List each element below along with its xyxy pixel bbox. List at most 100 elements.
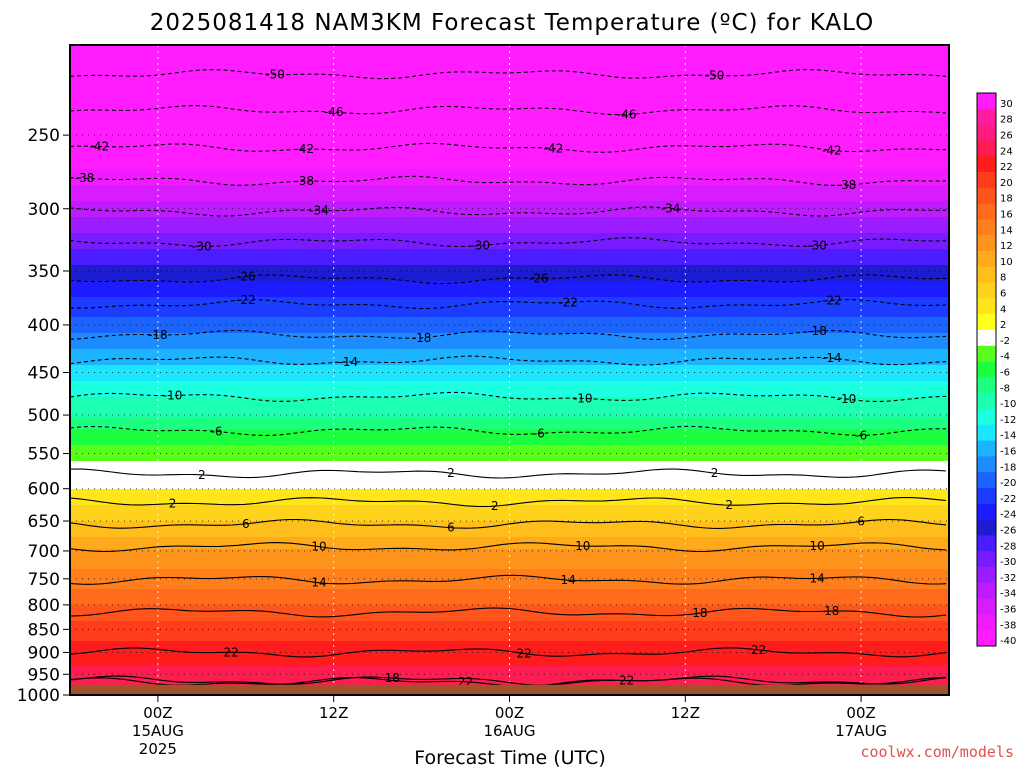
colorbar-swatch — [977, 235, 996, 252]
contour-label: 6 — [242, 517, 250, 531]
contour-line — [70, 299, 947, 310]
colorbar-label: -20 — [1000, 478, 1016, 489]
contour-label: 10 — [575, 539, 590, 553]
y-tick-label: 300 — [28, 200, 60, 220]
colorbar-swatch — [977, 93, 996, 110]
field-band — [70, 93, 949, 98]
field-band — [70, 353, 949, 358]
colorbar-label: 30 — [1000, 99, 1013, 110]
colorbar-swatch — [977, 598, 996, 615]
contour-line — [70, 391, 947, 402]
contour-line — [70, 142, 947, 153]
field-band — [70, 641, 949, 646]
y-tick-label: 350 — [28, 262, 60, 282]
field-band — [70, 89, 949, 94]
colorbar-label: -34 — [1000, 589, 1016, 600]
y-tick-label: 600 — [28, 480, 60, 500]
contour-label: -18 — [412, 331, 432, 345]
y-tick-label: 700 — [28, 542, 60, 562]
colorbar-swatch — [977, 377, 996, 394]
field-band — [70, 377, 949, 382]
field-band — [70, 129, 949, 134]
contour-label: -18 — [807, 324, 827, 338]
colorbar-swatch — [977, 282, 996, 299]
field-band — [70, 177, 949, 182]
field-band — [70, 149, 949, 154]
y-tick-label: 750 — [28, 570, 60, 590]
field-band — [70, 173, 949, 178]
field-band — [70, 545, 949, 550]
contour-label: -30 — [470, 238, 490, 252]
contour-line — [70, 607, 947, 618]
field-band — [70, 65, 949, 70]
contour-line — [70, 497, 947, 508]
colorbar-label: -40 — [1000, 636, 1016, 647]
field-band — [70, 141, 949, 146]
colorbar-swatch — [977, 345, 996, 363]
contour-line — [70, 468, 947, 479]
field-band — [70, 305, 949, 310]
field-band — [70, 593, 949, 598]
field-band — [70, 105, 949, 110]
colorbar-swatch — [977, 519, 996, 536]
field-band — [70, 381, 949, 386]
contour-label: -30 — [192, 239, 212, 253]
colorbar-swatch — [977, 140, 996, 157]
colorbar-label: 22 — [1000, 162, 1013, 173]
colorbar: 30 28 26 24 22 20 18 16 14 12 10 8 6 4 2 -2 -4 -6 -8 -10 -12… — [976, 92, 1016, 647]
contour-line — [70, 574, 947, 585]
field-band — [70, 101, 949, 106]
colorbar-swatch — [977, 424, 996, 442]
field-band — [70, 137, 949, 142]
field-band — [70, 237, 949, 242]
contour-label: 18 — [385, 671, 400, 685]
contour-label: -30 — [807, 239, 827, 253]
field-band — [70, 197, 949, 202]
colorbar-label: 10 — [1000, 257, 1013, 268]
field-band — [70, 521, 949, 526]
colorbar-label: 8 — [1000, 273, 1006, 284]
field-band — [70, 557, 949, 562]
y-tick-label: 450 — [28, 364, 60, 384]
field-band — [70, 453, 949, 458]
field-band — [70, 365, 949, 370]
y-tick-label: 800 — [28, 596, 60, 616]
contour-line — [70, 518, 947, 529]
field-band — [70, 389, 949, 394]
contour-label: -38 — [295, 174, 315, 188]
field-band — [70, 657, 949, 662]
field-band — [70, 485, 949, 490]
contour-line — [70, 274, 947, 285]
field-band — [70, 249, 949, 254]
contour-label: 18 — [824, 604, 839, 618]
colorbar-label: -36 — [1000, 605, 1016, 616]
colorbar-swatch — [977, 187, 996, 205]
contour-line — [70, 329, 947, 341]
colorbar-swatch — [977, 330, 996, 347]
field-band — [70, 53, 949, 58]
field-band — [70, 405, 949, 410]
field-band — [70, 113, 949, 118]
y-tick-label: 850 — [28, 620, 60, 640]
field-band — [70, 581, 949, 586]
contour-label: 2 — [198, 468, 206, 482]
colorbar-label: 18 — [1000, 194, 1013, 205]
field-band — [70, 549, 949, 554]
contour-line — [70, 647, 947, 658]
colorbar-swatch — [977, 488, 996, 505]
x-tick-label: 00Z — [846, 704, 875, 722]
field-band — [70, 633, 949, 638]
field-band — [70, 509, 949, 514]
field-band — [70, 341, 949, 346]
field-band — [70, 437, 949, 442]
contour-label: -10 — [573, 391, 593, 405]
colorbar-swatch — [977, 503, 996, 521]
contour-label: -10 — [837, 392, 857, 406]
field-band — [70, 273, 949, 278]
field-band — [70, 585, 949, 590]
colorbar-swatch — [977, 172, 996, 189]
field-band — [70, 221, 949, 226]
colorbar-label: -26 — [1000, 526, 1016, 537]
